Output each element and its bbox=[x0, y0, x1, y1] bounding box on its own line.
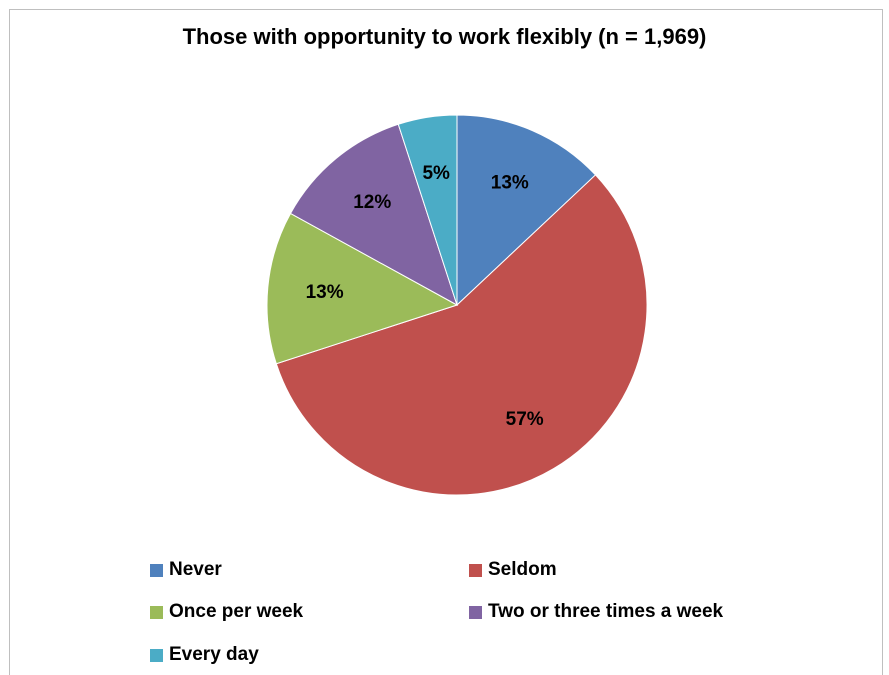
slice-label-two-or-three-times-a-week: 12% bbox=[353, 192, 391, 213]
legend-item-never: Never bbox=[150, 558, 222, 582]
legend-label-never: Never bbox=[169, 559, 222, 580]
legend-swatch-every-day bbox=[150, 648, 163, 662]
legend-swatch-two-or-three-times bbox=[469, 605, 482, 619]
pie-slice-once-per-week bbox=[266, 212, 459, 365]
pie-slice-two-or-three-times-a-week bbox=[289, 123, 458, 307]
slice-label-never: 13% bbox=[491, 172, 529, 193]
pie-slice-never bbox=[456, 114, 597, 307]
legend-swatch-seldom bbox=[469, 563, 482, 577]
pie-slice-labels: 13% 57% 13% 12% 5% bbox=[306, 163, 544, 430]
legend-swatch-never bbox=[150, 563, 163, 577]
slice-label-seldom: 57% bbox=[506, 409, 544, 430]
chart-title: Those with opportunity to work flexibly … bbox=[182, 24, 707, 49]
legend-item-once-per-week: Once per week bbox=[150, 600, 303, 624]
legend-label-every-day: Every day bbox=[169, 644, 259, 665]
slice-label-once-per-week: 13% bbox=[306, 282, 344, 303]
legend-label-once-per-week: Once per week bbox=[169, 601, 304, 622]
legend-label-seldom: Seldom bbox=[488, 559, 557, 580]
pie-slice-every-day bbox=[397, 114, 458, 306]
legend-swatch-once-per-week bbox=[150, 605, 163, 619]
legend-item-two-or-three-times: Two or three times a week bbox=[469, 600, 723, 624]
legend-label-two-or-three-times: Two or three times a week bbox=[488, 601, 724, 622]
legend-item-every-day: Every day bbox=[150, 643, 259, 667]
pie-slices bbox=[266, 114, 648, 496]
slice-label-every-day: 5% bbox=[422, 163, 450, 184]
legend-item-seldom: Seldom bbox=[469, 558, 557, 582]
pie-slice-seldom bbox=[275, 174, 648, 496]
